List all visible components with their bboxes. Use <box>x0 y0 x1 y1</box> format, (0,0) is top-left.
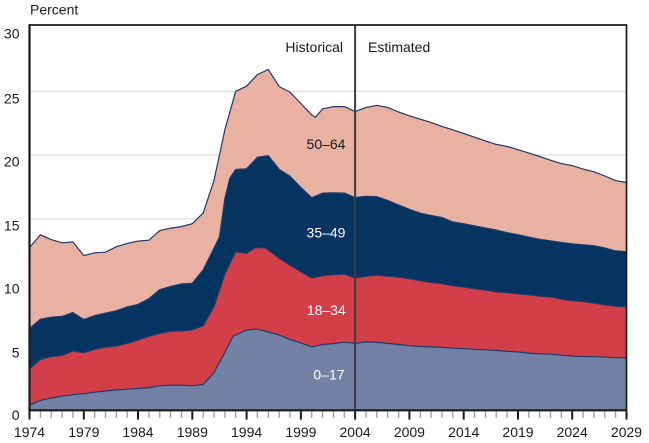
svg-text:1984: 1984 <box>122 424 153 440</box>
svg-text:10: 10 <box>4 280 20 296</box>
svg-text:1994: 1994 <box>231 424 262 440</box>
svg-text:20: 20 <box>4 154 20 170</box>
svg-text:30: 30 <box>4 25 20 41</box>
svg-text:Historical: Historical <box>285 39 343 55</box>
svg-text:50–64: 50–64 <box>307 136 346 152</box>
svg-text:Percent: Percent <box>30 2 78 18</box>
svg-text:15: 15 <box>4 218 20 234</box>
svg-text:2009: 2009 <box>394 424 425 440</box>
svg-text:35–49: 35–49 <box>307 224 346 240</box>
svg-text:1999: 1999 <box>285 424 316 440</box>
svg-text:18–34: 18–34 <box>307 302 346 318</box>
svg-text:2024: 2024 <box>557 424 588 440</box>
svg-text:2029: 2029 <box>611 424 642 440</box>
svg-text:0–17: 0–17 <box>313 367 344 383</box>
svg-text:1979: 1979 <box>68 424 99 440</box>
svg-text:1989: 1989 <box>177 424 208 440</box>
svg-text:0: 0 <box>12 407 20 423</box>
svg-text:2019: 2019 <box>502 424 533 440</box>
svg-text:2014: 2014 <box>448 424 479 440</box>
svg-text:25: 25 <box>4 91 20 107</box>
svg-text:5: 5 <box>12 345 20 361</box>
svg-text:2004: 2004 <box>340 424 371 440</box>
svg-text:1974: 1974 <box>14 424 45 440</box>
svg-text:Estimated: Estimated <box>368 39 430 55</box>
